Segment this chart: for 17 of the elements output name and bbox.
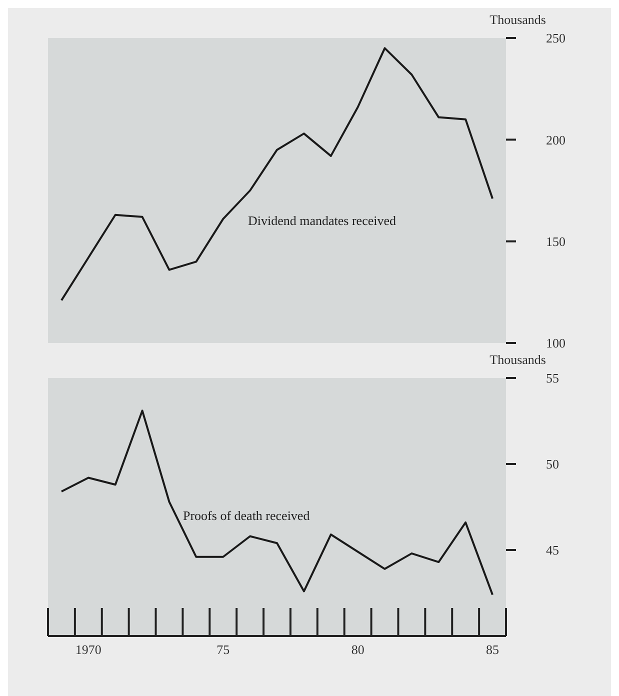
line-series — [60, 47, 494, 302]
series-label: Dividend mandates received — [248, 213, 396, 229]
y-tick-label: 200 — [546, 132, 566, 148]
series-label: Proofs of death received — [183, 508, 310, 524]
y-tick-label: 55 — [546, 370, 559, 386]
y-tick-label: 100 — [546, 336, 566, 351]
y-tick-label: 150 — [546, 234, 566, 249]
line-series — [60, 410, 494, 596]
y-tick-label: 45 — [546, 542, 559, 558]
y-tick-label: 50 — [546, 456, 559, 472]
y-axis-title: Thousands — [490, 352, 546, 368]
y-axis-title: Thousands — [490, 12, 546, 28]
x-tick-label: 1970 — [75, 642, 102, 657]
x-tick-label: 80 — [351, 642, 364, 657]
y-tick-label: 250 — [546, 30, 566, 46]
x-tick-label: 85 — [486, 642, 500, 657]
x-tick-label: 75 — [216, 642, 230, 657]
